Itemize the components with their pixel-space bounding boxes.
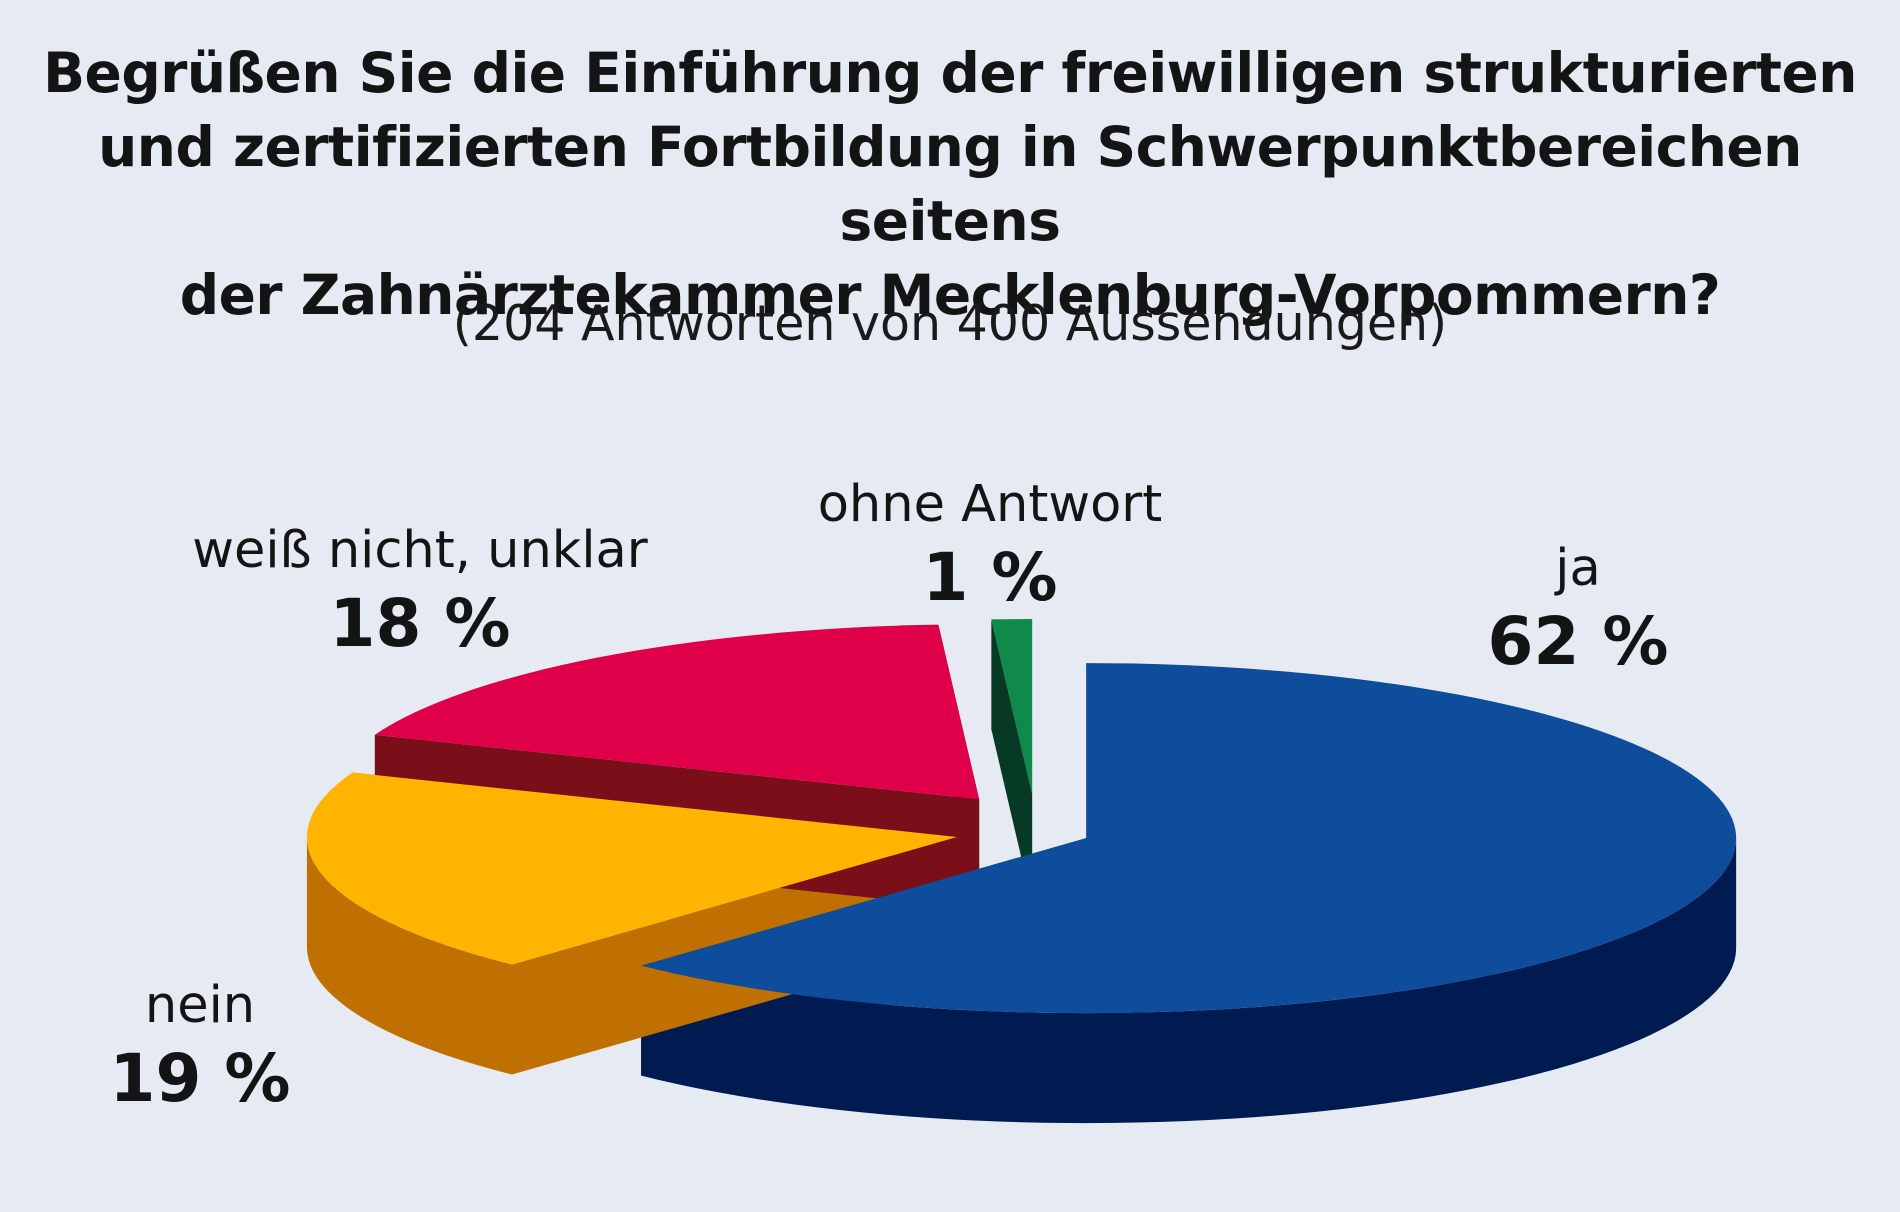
label-weiss-nicht-name: weiß nicht, unklar bbox=[192, 521, 648, 580]
label-ja-name: ja bbox=[1555, 539, 1601, 598]
label-nein-value: 19 % bbox=[109, 1040, 291, 1117]
label-ohne-antwort: ohne Antwort 1 % bbox=[790, 474, 1190, 620]
label-ja-value: 62 % bbox=[1487, 603, 1669, 680]
pie-slice-2 bbox=[374, 624, 980, 800]
pie-slice-1 bbox=[306, 772, 957, 965]
label-nein: nein 19 % bbox=[100, 975, 300, 1121]
pie-slice-3 bbox=[991, 619, 1033, 795]
pie-side-0 bbox=[641, 838, 1737, 1124]
title-line-3: der Zahnärztekammer Mecklenburg-Vorpomme… bbox=[179, 263, 1721, 327]
label-weiss-nicht-value: 18 % bbox=[329, 585, 511, 662]
pie-slice-0 bbox=[641, 663, 1737, 1014]
pie-side-1 bbox=[306, 836, 512, 1075]
label-ohne-antwort-value: 1 % bbox=[922, 539, 1058, 616]
title-line-2: und zertifizierten Fortbildung in Schwer… bbox=[98, 115, 1802, 253]
label-nein-name: nein bbox=[144, 976, 256, 1035]
label-ja: ja 62 % bbox=[1478, 538, 1678, 684]
label-weiss-nicht: weiß nicht, unklar 18 % bbox=[170, 520, 670, 666]
pie-cut-3-0 bbox=[991, 619, 1033, 905]
chart-subtitle: (204 Antworten von 400 Aussendungen) bbox=[452, 295, 1448, 352]
label-ohne-antwort-name: ohne Antwort bbox=[817, 475, 1163, 534]
title-line-1: Begrüßen Sie die Einführung der freiwill… bbox=[43, 41, 1857, 105]
chart-title: Begrüßen Sie die Einführung der freiwill… bbox=[0, 36, 1900, 332]
